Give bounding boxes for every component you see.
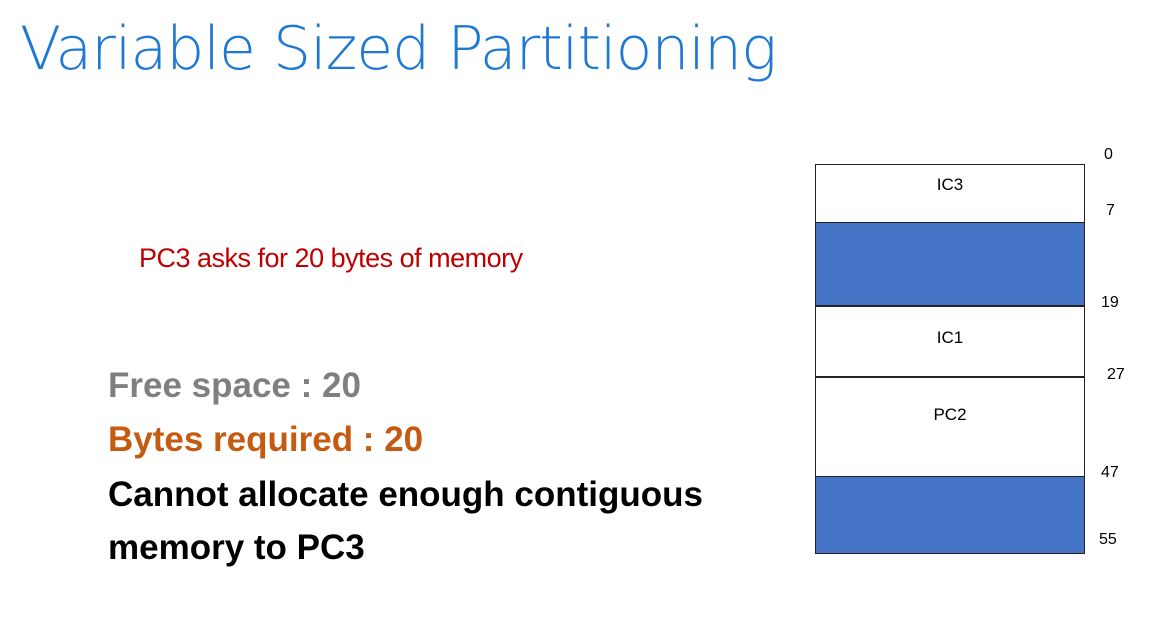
page-title: Variable Sized Partitioning xyxy=(20,14,777,84)
address-label: 27 xyxy=(1107,366,1125,383)
free-space-text: Free space : 20 xyxy=(108,366,361,405)
address-label: 19 xyxy=(1101,294,1119,311)
conclusion-line-1: Cannot allocate enough contiguous xyxy=(108,475,703,514)
conclusion-line-2: memory to PC3 xyxy=(108,528,365,567)
address-label: 47 xyxy=(1101,464,1119,481)
bytes-required-text: Bytes required : 20 xyxy=(108,420,424,459)
memory-segment-free xyxy=(815,222,1085,307)
segment-label: IC1 xyxy=(936,328,964,347)
memory-segment-ic1: IC1 xyxy=(815,305,1085,378)
request-text: PC3 asks for 20 bytes of memory xyxy=(139,243,523,273)
segment-label: PC2 xyxy=(933,405,967,424)
address-label: 7 xyxy=(1106,202,1115,219)
memory-segment-pc2: PC2 xyxy=(815,376,1085,478)
address-label: 55 xyxy=(1099,531,1117,548)
memory-segment-ic3: IC3 xyxy=(815,164,1085,224)
segment-label: IC3 xyxy=(936,175,964,194)
memory-segment-free xyxy=(815,476,1085,554)
address-label: 0 xyxy=(1104,146,1113,163)
